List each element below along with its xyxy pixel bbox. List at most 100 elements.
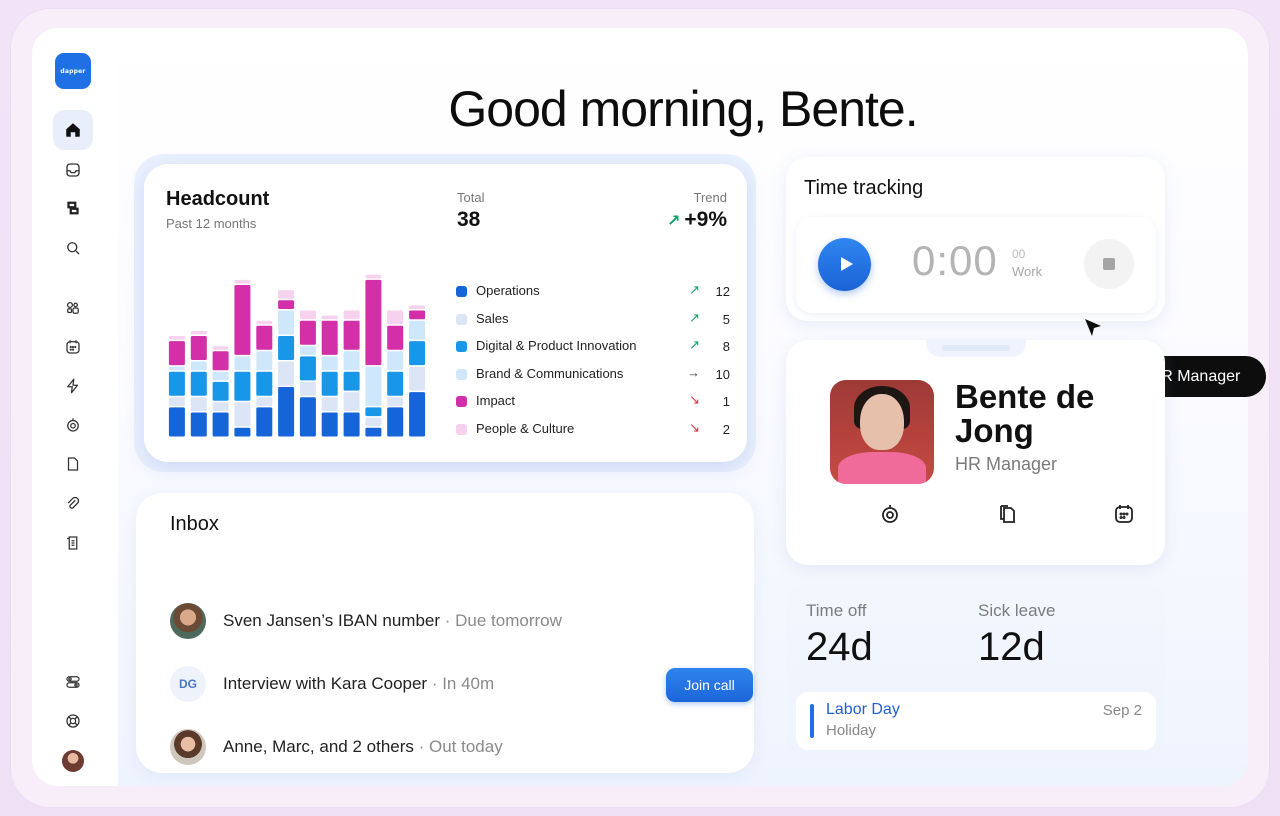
bar-segment (365, 427, 382, 437)
nav-inbox[interactable] (53, 150, 93, 190)
legend-value: 2 (722, 421, 730, 437)
bar-segment (299, 310, 316, 320)
bar-segment (343, 371, 360, 391)
calendar-icon[interactable] (1112, 502, 1136, 526)
headcount-card[interactable]: Headcount Past 12 months Total 38 Trend … (144, 164, 747, 462)
trend-value: ↗ +9% (667, 208, 727, 232)
bar-segment (387, 371, 404, 396)
nav-documents[interactable] (53, 444, 93, 484)
bar-segment (299, 320, 316, 345)
bar-segment (234, 279, 251, 284)
legend-swatch (456, 286, 467, 297)
headcount-title: Headcount (166, 188, 270, 210)
bar-segment (168, 341, 185, 366)
paperclip-icon (67, 496, 80, 509)
legend-value: 8 (722, 339, 730, 355)
legend-label: Operations (476, 283, 540, 298)
legend-label: Brand & Communications (476, 365, 624, 381)
bar-segment (190, 371, 207, 396)
nav-people[interactable] (53, 188, 93, 228)
bar-segment (409, 341, 426, 366)
trend-up-icon: ↗ (689, 309, 700, 325)
time-off-label: Time off (806, 601, 867, 620)
bar-segment (387, 351, 404, 371)
trend-value-text: +9% (684, 208, 727, 231)
nav-search[interactable] (53, 228, 93, 268)
nav-automations[interactable] (53, 366, 93, 406)
total-label: Total (457, 190, 485, 205)
nav-expenses[interactable] (53, 484, 93, 524)
legend-label: Digital & Product Innovation (476, 338, 637, 354)
card-notch (926, 339, 1026, 357)
inbox-item-meta: · Out today (413, 737, 503, 756)
nav-time[interactable] (53, 405, 93, 445)
inbox-item[interactable]: Sven Jansen’s IBAN number · Due tomorrow (170, 603, 730, 639)
legend-item: People & Culture ↘ 2 (454, 420, 730, 448)
legend-swatch (456, 423, 467, 435)
profile-card[interactable]: Bente de Jong HR Manager (786, 339, 1165, 565)
sidebar: dapper (32, 28, 118, 786)
timer-seconds: 00 (1012, 247, 1026, 261)
bar-segment (278, 387, 295, 437)
legend-swatch (456, 313, 467, 325)
timer-icon[interactable] (878, 502, 902, 526)
bar-segment (212, 402, 229, 411)
bar-segment (234, 356, 251, 371)
timer-panel: 0:00 00 Work (796, 217, 1156, 313)
bar-segment (299, 381, 316, 396)
user-avatar[interactable] (62, 750, 84, 772)
event-title: Labor Day (826, 701, 900, 718)
app-logo[interactable]: dapper (55, 53, 91, 89)
nav-calendar[interactable] (53, 327, 93, 367)
nav-help[interactable] (53, 701, 93, 741)
bar-segment (190, 397, 207, 411)
shapes-icon (66, 301, 79, 314)
trend-up-icon: ↗ (689, 337, 700, 353)
inbox-item[interactable]: Anne, Marc, and 2 others · Out today (170, 729, 730, 765)
join-call-button[interactable]: Join call (666, 668, 753, 702)
inbox-card[interactable]: Inbox Sven Jansen’s IBAN number · Due to… (136, 493, 754, 773)
bar-segment (168, 397, 185, 406)
time-tracking-title: Time tracking (804, 177, 924, 199)
bar-segment (343, 310, 360, 320)
trend-label: Trend (693, 190, 727, 205)
inbox-item[interactable]: DG Interview with Kara Cooper · In 40m J… (170, 666, 753, 702)
stop-button[interactable] (1084, 239, 1134, 289)
inbox-icon (66, 163, 80, 177)
legend-item: Impact ↘ 1 (454, 392, 730, 420)
profile-photo (830, 380, 934, 484)
headcount-subtitle: Past 12 months (166, 216, 257, 231)
bar-segment (212, 381, 229, 401)
documents-icon[interactable] (995, 502, 1019, 526)
legend-value: 5 (722, 311, 730, 327)
avatar (170, 603, 206, 639)
timer-label: Work (1012, 264, 1043, 279)
bar-segment (168, 371, 185, 396)
avatar (170, 729, 206, 765)
nav-reports[interactable] (53, 523, 93, 563)
bar-segment (409, 310, 426, 320)
bar-segment (343, 320, 360, 350)
bar-segment (190, 412, 207, 437)
inbox-item-text: Anne, Marc, and 2 others · Out today (223, 737, 503, 757)
leave-balance-card[interactable]: Time off 24d Sick leave 12d Labor Day Ho… (786, 583, 1165, 763)
bar-segment (212, 351, 229, 371)
trend-down-icon: ↘ (689, 419, 700, 435)
bar-segment (409, 305, 426, 309)
scroll-icon (67, 536, 78, 550)
home-icon (66, 123, 80, 137)
nav-settings[interactable] (53, 662, 93, 702)
bar-segment (168, 336, 185, 340)
legend-swatch (456, 368, 467, 380)
play-button[interactable] (818, 238, 871, 291)
bar-segment (387, 407, 404, 437)
bar-segment (190, 330, 207, 335)
nav-home[interactable] (53, 110, 93, 150)
nav-org[interactable] (53, 288, 93, 328)
bar-segment (256, 407, 273, 437)
bar-segment (212, 346, 229, 350)
holiday-event[interactable]: Labor Day Holiday Sep 2 (796, 692, 1156, 750)
bar-segment (212, 412, 229, 437)
bar-segment (299, 356, 316, 381)
headcount-legend: Operations ↗ 12 Sales ↗ 5 Digital & Product In… (454, 282, 730, 448)
